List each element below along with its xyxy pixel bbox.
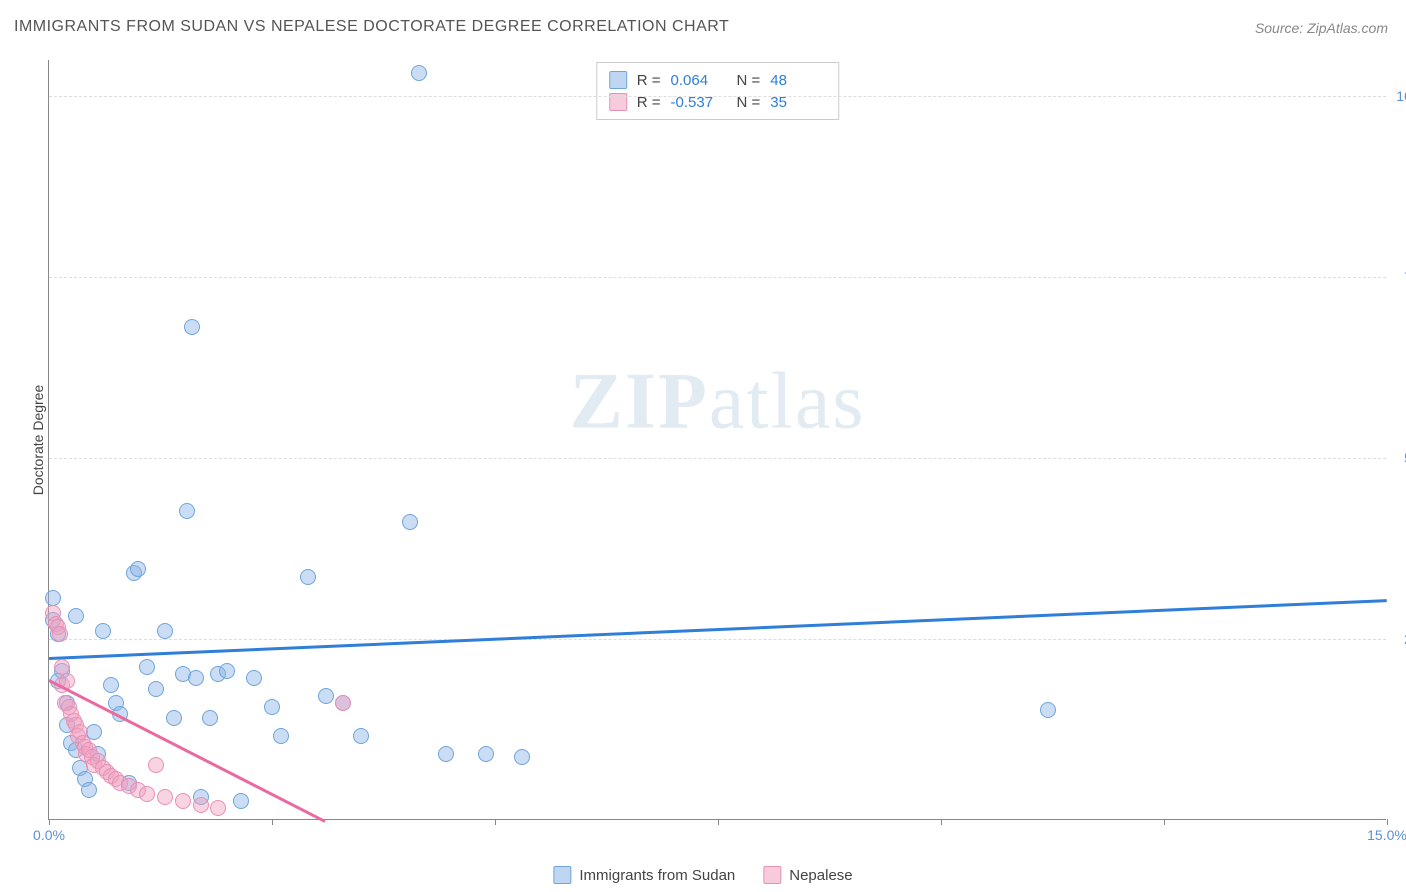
data-point (139, 659, 155, 675)
x-tick (272, 819, 273, 825)
data-point (184, 319, 200, 335)
x-tick (1164, 819, 1165, 825)
data-point (130, 561, 146, 577)
r-label: R = (637, 72, 661, 89)
x-tick (718, 819, 719, 825)
x-tick-label: 15.0% (1367, 827, 1406, 843)
legend-row-nepalese: R = -0.537 N = 35 (609, 91, 827, 113)
data-point (300, 569, 316, 585)
chart-area: Doctorate Degree ZIPatlas R = 0.064 N = … (48, 60, 1386, 820)
data-point (103, 677, 119, 693)
watermark-bold: ZIP (570, 357, 709, 445)
data-point (411, 65, 427, 81)
data-point (202, 710, 218, 726)
data-point (148, 681, 164, 697)
data-point (68, 608, 84, 624)
data-point (148, 757, 164, 773)
watermark-rest: atlas (709, 357, 866, 445)
y-tick-label: 10.0% (1396, 88, 1406, 104)
data-point (95, 623, 111, 639)
swatch-blue (609, 71, 627, 89)
legend-item-sudan: Immigrants from Sudan (553, 866, 735, 884)
data-point (139, 786, 155, 802)
data-point (335, 695, 351, 711)
data-point (353, 728, 369, 744)
x-tick (941, 819, 942, 825)
source-attribution: Source: ZipAtlas.com (1255, 20, 1388, 36)
swatch-pink-icon (763, 866, 781, 884)
n-label: N = (737, 72, 761, 89)
data-point (179, 503, 195, 519)
trendline (49, 599, 1387, 659)
x-tick (495, 819, 496, 825)
data-point (52, 626, 68, 642)
data-point (246, 670, 262, 686)
x-tick (49, 819, 50, 825)
data-point (157, 623, 173, 639)
data-point (81, 782, 97, 798)
y-axis-label: Doctorate Degree (30, 385, 46, 496)
swatch-blue-icon (553, 866, 571, 884)
data-point (188, 670, 204, 686)
x-tick-label: 0.0% (33, 827, 65, 843)
data-point (402, 514, 418, 530)
legend-label-sudan: Immigrants from Sudan (579, 867, 735, 884)
gridline (49, 277, 1386, 278)
data-point (157, 789, 173, 805)
chart-title: IMMIGRANTS FROM SUDAN VS NEPALESE DOCTOR… (14, 18, 729, 36)
data-point (233, 793, 249, 809)
data-point (210, 800, 226, 816)
data-point (514, 749, 530, 765)
legend-row-sudan: R = 0.064 N = 48 (609, 69, 827, 91)
data-point (264, 699, 280, 715)
correlation-legend: R = 0.064 N = 48 R = -0.537 N = 35 (596, 62, 840, 120)
data-point (219, 663, 235, 679)
data-point (318, 688, 334, 704)
gridline (49, 96, 1386, 97)
gridline (49, 458, 1386, 459)
scatter-plot: ZIPatlas R = 0.064 N = 48 R = -0.537 N =… (48, 60, 1386, 820)
legend-label-nepalese: Nepalese (789, 867, 852, 884)
gridline (49, 639, 1386, 640)
data-point (1040, 702, 1056, 718)
n-value-sudan: 48 (770, 72, 826, 89)
data-point (166, 710, 182, 726)
data-point (273, 728, 289, 744)
series-legend: Immigrants from Sudan Nepalese (553, 866, 852, 884)
legend-item-nepalese: Nepalese (763, 866, 852, 884)
watermark: ZIPatlas (570, 356, 866, 447)
data-point (175, 793, 191, 809)
x-tick (1387, 819, 1388, 825)
data-point (438, 746, 454, 762)
data-point (193, 797, 209, 813)
r-value-sudan: 0.064 (671, 72, 727, 89)
data-point (478, 746, 494, 762)
